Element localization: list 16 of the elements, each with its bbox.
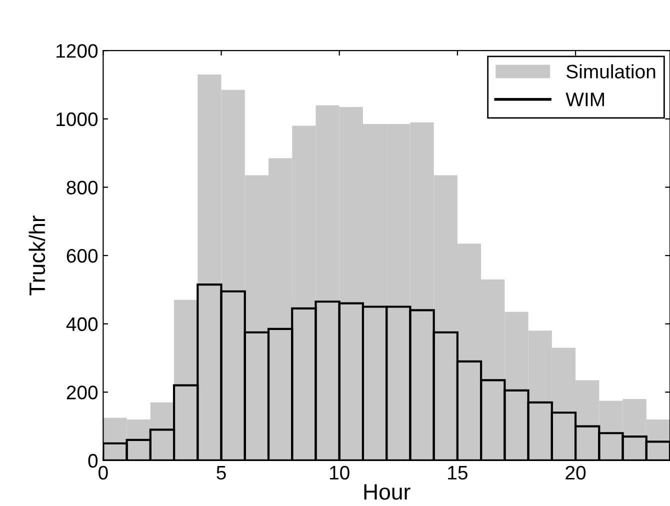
legend-label: WIM bbox=[566, 92, 604, 106]
y-tick-label: 1200 bbox=[56, 44, 98, 58]
legend-label: Simulation bbox=[566, 64, 656, 78]
y-tick-label: 0 bbox=[88, 454, 98, 468]
x-tick-label: 15 bbox=[448, 466, 468, 480]
x-tick-label: 0 bbox=[98, 466, 108, 480]
y-axis-title: Truck/hr bbox=[28, 216, 46, 296]
y-tick-label: 1000 bbox=[56, 112, 98, 126]
x-tick-label: 10 bbox=[330, 466, 350, 480]
y-tick-label: 600 bbox=[66, 249, 98, 263]
y-tick-label: 800 bbox=[66, 180, 98, 194]
x-axis-title: Hour bbox=[364, 484, 410, 500]
y-tick-label: 200 bbox=[66, 386, 98, 400]
y-tick-label: 400 bbox=[66, 317, 98, 332]
x-tick-label: 5 bbox=[216, 466, 226, 480]
x-tick-label: 20 bbox=[566, 466, 586, 480]
